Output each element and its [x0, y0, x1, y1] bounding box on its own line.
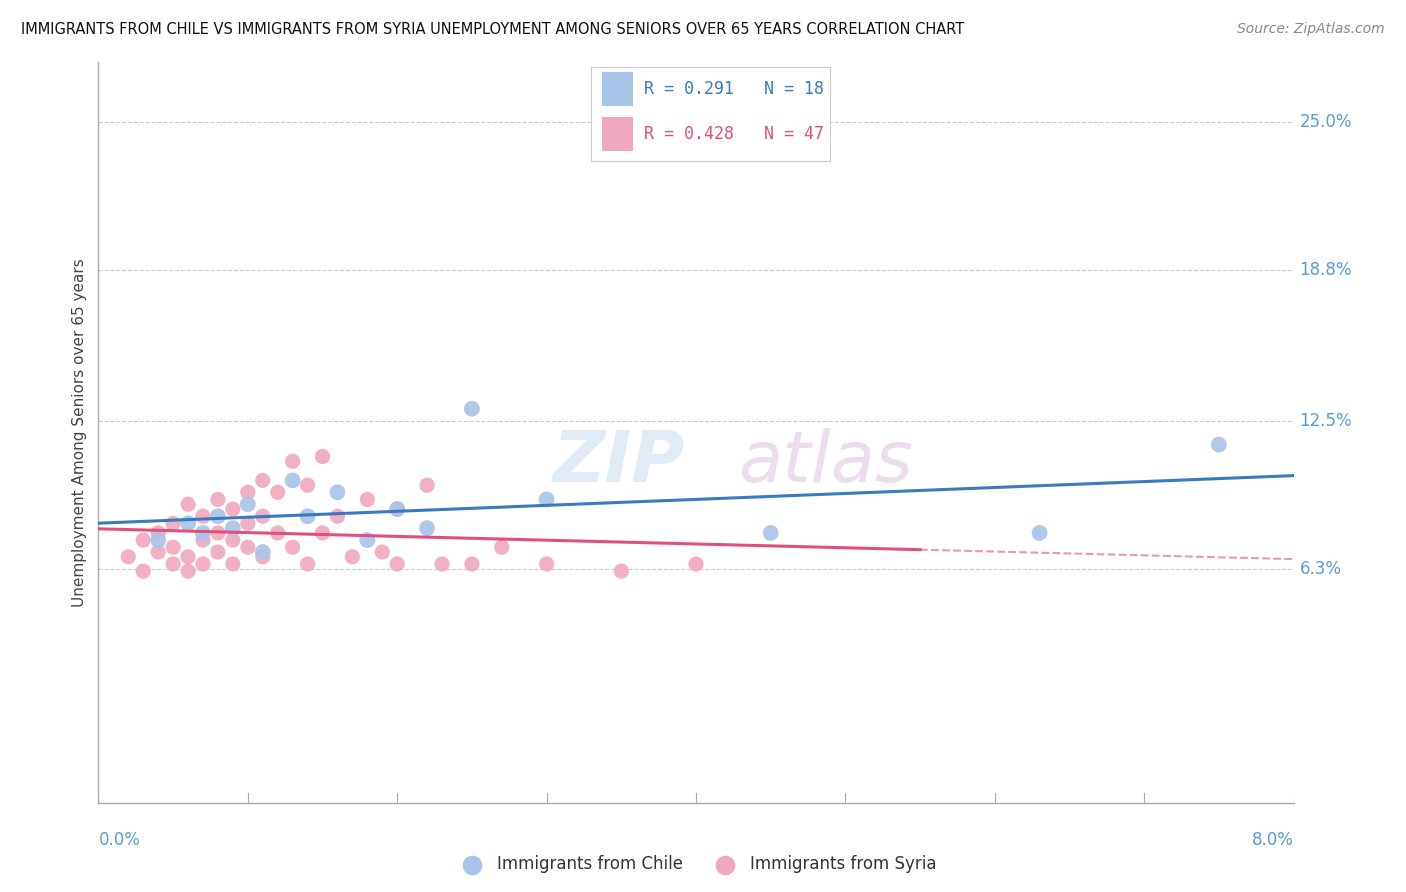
Point	[191, 557, 214, 571]
Point	[177, 564, 200, 578]
Point	[356, 492, 378, 507]
Point	[385, 502, 409, 516]
Point	[342, 549, 364, 564]
Point	[356, 533, 378, 547]
Text: Source: ZipAtlas.com: Source: ZipAtlas.com	[1237, 22, 1385, 37]
Text: 6.3%: 6.3%	[1299, 560, 1341, 578]
Point	[207, 525, 229, 540]
Point	[430, 557, 453, 571]
Point	[207, 545, 229, 559]
Point	[326, 485, 349, 500]
Point	[326, 509, 349, 524]
Point	[416, 478, 439, 492]
Point	[162, 557, 184, 571]
Point	[297, 557, 319, 571]
Point	[267, 485, 290, 500]
Point	[252, 545, 274, 559]
Point	[461, 401, 484, 416]
Text: ZIP: ZIP	[553, 428, 685, 497]
Point	[148, 545, 170, 559]
Text: 0.0%: 0.0%	[98, 831, 141, 849]
Point	[297, 478, 319, 492]
Point	[162, 516, 184, 531]
Point	[461, 557, 484, 571]
Point	[148, 533, 170, 547]
Text: atlas: atlas	[738, 428, 912, 497]
Point	[162, 541, 184, 555]
Point	[177, 516, 200, 531]
Point	[385, 502, 409, 516]
Text: R = 0.428   N = 47: R = 0.428 N = 47	[644, 125, 824, 144]
Point	[1028, 525, 1050, 540]
Point	[281, 474, 304, 488]
Point	[759, 525, 782, 540]
Point	[311, 525, 333, 540]
Point	[371, 545, 394, 559]
Point	[252, 509, 274, 524]
Point	[191, 509, 214, 524]
Point	[252, 474, 274, 488]
Point	[207, 509, 229, 524]
Point	[252, 549, 274, 564]
Point	[222, 533, 245, 547]
Point	[281, 454, 304, 468]
Point	[236, 516, 259, 531]
Point	[536, 557, 558, 571]
Point	[311, 450, 333, 464]
Text: 8.0%: 8.0%	[1251, 831, 1294, 849]
Point	[610, 564, 633, 578]
Text: 12.5%: 12.5%	[1299, 412, 1353, 430]
Point	[117, 549, 139, 564]
Point	[491, 541, 513, 555]
Point	[536, 492, 558, 507]
Point	[267, 525, 290, 540]
Point	[385, 557, 409, 571]
Point	[416, 521, 439, 535]
Point	[222, 521, 245, 535]
Text: R = 0.291   N = 18: R = 0.291 N = 18	[644, 80, 824, 98]
Point	[1208, 437, 1230, 451]
Y-axis label: Unemployment Among Seniors over 65 years: Unemployment Among Seniors over 65 years	[72, 259, 87, 607]
Point	[191, 525, 214, 540]
Point	[281, 541, 304, 555]
Point	[236, 485, 259, 500]
Legend: Immigrants from Chile, Immigrants from Syria: Immigrants from Chile, Immigrants from S…	[449, 848, 943, 880]
Text: 18.8%: 18.8%	[1299, 261, 1353, 279]
Point	[236, 541, 259, 555]
Point	[132, 533, 155, 547]
Point	[222, 502, 245, 516]
Point	[148, 525, 170, 540]
Point	[177, 497, 200, 511]
Point	[297, 509, 319, 524]
Point	[207, 492, 229, 507]
Text: 25.0%: 25.0%	[1299, 113, 1353, 131]
Text: IMMIGRANTS FROM CHILE VS IMMIGRANTS FROM SYRIA UNEMPLOYMENT AMONG SENIORS OVER 6: IMMIGRANTS FROM CHILE VS IMMIGRANTS FROM…	[21, 22, 965, 37]
Point	[236, 497, 259, 511]
Point	[191, 533, 214, 547]
Point	[177, 549, 200, 564]
Point	[222, 557, 245, 571]
Point	[685, 557, 707, 571]
Point	[132, 564, 155, 578]
